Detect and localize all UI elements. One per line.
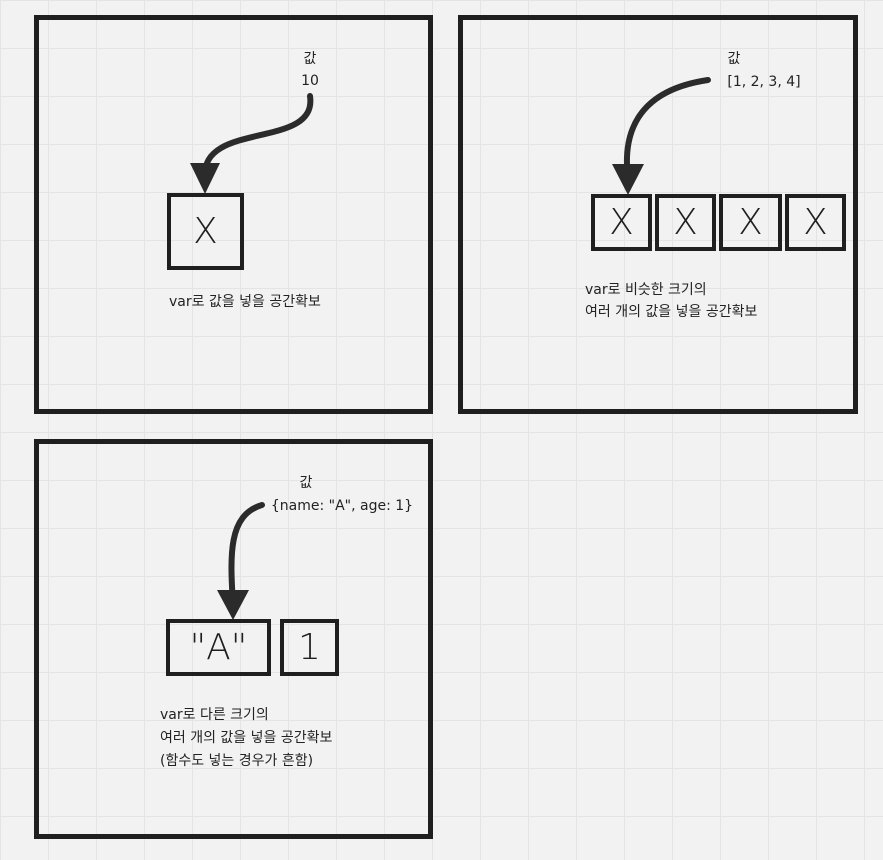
panel2-arrow bbox=[624, 77, 711, 181]
panel2-cell: X bbox=[719, 194, 782, 251]
panel3-cell-age: 1 bbox=[280, 619, 339, 676]
panel3-value-label: 값 bbox=[299, 475, 313, 491]
panel1-value: 10 bbox=[301, 73, 319, 89]
panel3-caption-line: 여러 개의 값을 넣을 공간확보 bbox=[160, 730, 333, 746]
panel2-caption-line: 여러 개의 값을 넣을 공간확보 bbox=[585, 304, 758, 320]
panel-object bbox=[34, 439, 433, 839]
panel1-caption: var로 값을 넣을 공간확보 bbox=[169, 294, 321, 310]
panel3-cell-name: "A" bbox=[166, 619, 271, 676]
panel2-caption-line: var로 비슷한 크기의 bbox=[585, 282, 707, 298]
panel2-cell: X bbox=[785, 194, 846, 251]
panel-array bbox=[458, 15, 858, 414]
panel3-value: {name: "A", age: 1} bbox=[270, 498, 414, 514]
panel2-value: [1, 2, 3, 4] bbox=[727, 74, 801, 90]
panel3-caption-line: var로 다른 크기의 bbox=[160, 707, 269, 723]
panel1-value-label: 값 bbox=[303, 51, 317, 67]
panel1-cell: X bbox=[167, 193, 244, 270]
panel2-cell: X bbox=[655, 194, 716, 251]
panel3-arrowhead bbox=[217, 590, 249, 620]
panel3-caption-line: (함수도 넣는 경우가 흔함) bbox=[160, 753, 314, 769]
panel2-cell: X bbox=[591, 194, 652, 251]
panel1-arrowhead bbox=[190, 163, 220, 194]
panel2-value-label: 값 bbox=[727, 51, 741, 67]
panel3-arrow bbox=[228, 502, 265, 608]
panel-single-variable bbox=[34, 15, 433, 414]
panel1-arrow bbox=[201, 93, 314, 181]
panel2-arrowhead bbox=[612, 164, 644, 195]
